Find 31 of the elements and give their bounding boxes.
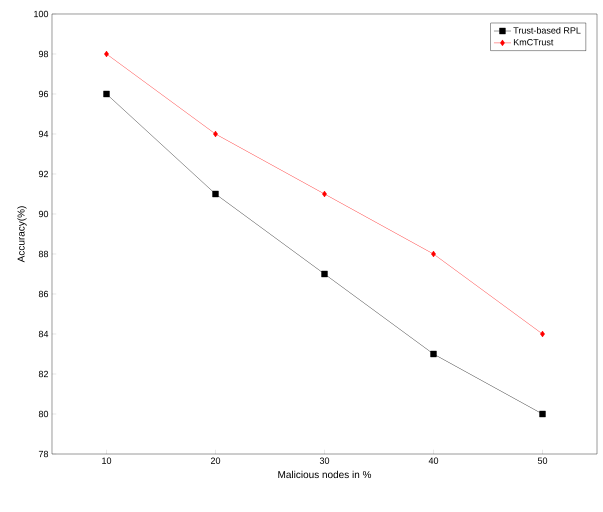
x-axis-title: Malicious nodes in % (278, 470, 372, 478)
point (322, 190, 327, 198)
x-tick-label: 50 (538, 458, 548, 464)
y-tick-label: 82 (38, 370, 48, 378)
y-axis-title: Accuracy(%) (17, 206, 27, 262)
y-tick-label: 94 (38, 130, 48, 138)
y-tick-label: 84 (38, 330, 48, 338)
y-tick-label: 92 (38, 170, 48, 178)
point (103, 90, 110, 98)
point (539, 410, 546, 418)
y-tick-label: 90 (38, 210, 48, 218)
x-tick-label: 20 (210, 458, 220, 464)
y-tick-label: 78 (38, 450, 48, 458)
y-tick-label: 86 (38, 290, 48, 298)
y-tick-label: 96 (38, 90, 48, 98)
x-tick-label: 40 (428, 458, 438, 464)
x-tick-label: 30 (320, 458, 330, 464)
point (213, 130, 218, 138)
y-tick-label: 80 (38, 410, 48, 418)
point (104, 50, 109, 58)
y-tick-label: 100 (34, 10, 48, 18)
point (321, 270, 328, 278)
point (430, 350, 437, 358)
x-tick-label: 10 (102, 458, 112, 464)
y-tick-label: 88 (38, 250, 48, 258)
legend-label: Trust-based RPL (513, 26, 581, 34)
point (212, 190, 219, 198)
point (431, 250, 436, 258)
y-tick-label: 98 (38, 50, 48, 58)
legend-label: KmCTrust (514, 39, 554, 46)
point (540, 330, 545, 338)
